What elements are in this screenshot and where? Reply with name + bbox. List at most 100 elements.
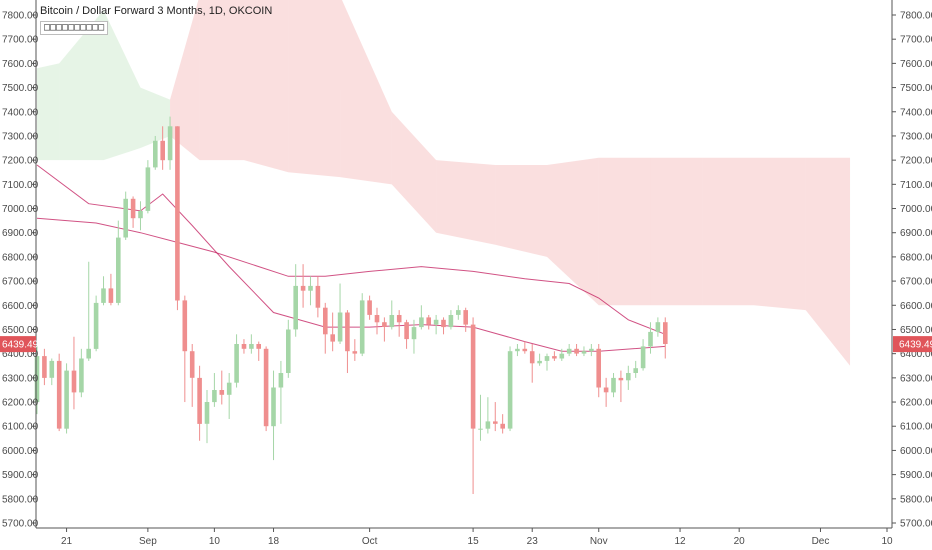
candle [581, 346, 587, 357]
cloud-segment [37, 63, 60, 161]
candle-body [633, 368, 638, 373]
x-tick-label: 15 [468, 536, 480, 547]
y-tick-label-right: 6400.00 [900, 349, 932, 360]
candle [633, 360, 638, 378]
candle [626, 365, 631, 390]
candle [603, 377, 609, 407]
y-tick-label-left: 5700.00 [2, 519, 39, 530]
candle [56, 353, 62, 432]
candle-body [212, 390, 217, 403]
y-tick-label-left: 5900.00 [2, 470, 39, 481]
cloud-segment [495, 164, 547, 257]
y-tick-label-left: 7400.00 [2, 107, 39, 118]
candle [419, 305, 424, 330]
cloud-segment [753, 157, 806, 311]
indicator-label[interactable]: □□□□□□□□□□ [40, 21, 109, 35]
y-tick-label-left: 6800.00 [2, 252, 39, 263]
candle-body [463, 310, 468, 325]
candle-body [300, 285, 306, 291]
candle [552, 351, 557, 361]
candle [323, 302, 328, 354]
y-tick-label-right: 7800.00 [900, 11, 932, 22]
cloud-segment [436, 160, 496, 245]
candle [463, 307, 468, 332]
candle [175, 126, 180, 311]
candle-body [655, 322, 661, 332]
cloud-segment [103, 10, 141, 161]
candle-body [529, 351, 535, 364]
candle-body [241, 344, 247, 349]
y-tick-label-left: 6700.00 [2, 277, 39, 288]
candle [108, 273, 114, 306]
candle [611, 373, 616, 398]
candle-body [286, 329, 291, 373]
candle [640, 339, 646, 371]
candle-body [330, 334, 335, 342]
candle-body [500, 423, 505, 429]
candle-body [234, 344, 239, 383]
y-tick-label-right: 6500.00 [900, 325, 932, 336]
y-tick-label-right: 6200.00 [900, 398, 932, 409]
y-tick-label-right: 6700.00 [900, 277, 932, 288]
candle-body [167, 126, 173, 161]
candle [470, 317, 476, 494]
candle-body [204, 402, 210, 424]
candle-body [389, 315, 395, 328]
candle [71, 336, 77, 410]
y-tick-label-left: 7200.00 [2, 156, 39, 167]
y-tick-label-right: 5900.00 [900, 470, 932, 481]
cloud-segment [805, 157, 851, 366]
candle-body [419, 317, 424, 328]
candle-body [323, 307, 328, 335]
candle-body [34, 356, 40, 403]
candle-body [108, 288, 114, 303]
x-tick-label: 18 [268, 536, 280, 547]
candle-body [71, 370, 77, 393]
candle-body [123, 198, 128, 238]
candle-body [337, 312, 343, 342]
candle [101, 276, 106, 306]
candle-body [470, 324, 476, 429]
candle [456, 305, 461, 320]
candle [382, 317, 387, 342]
candle-body [485, 421, 491, 429]
candle [212, 373, 217, 407]
cloud-segment [598, 157, 651, 306]
candle [648, 322, 653, 354]
candle-body [374, 315, 380, 323]
y-tick-label-right: 7000.00 [900, 204, 932, 215]
candle [86, 261, 91, 361]
x-tick-label: 20 [734, 536, 746, 547]
cloud-segment [702, 157, 754, 306]
cloud-segment [650, 157, 703, 306]
candle-body [574, 348, 579, 354]
y-tick-label-right: 6800.00 [900, 252, 932, 263]
candle [448, 310, 454, 330]
candle-body [603, 387, 609, 393]
candle-body [42, 356, 47, 378]
candle-body [426, 317, 431, 325]
candle-body [441, 319, 446, 328]
candle-body [293, 285, 298, 330]
candle [493, 402, 498, 432]
candle [256, 341, 261, 361]
y-tick-label-right: 6000.00 [900, 446, 932, 457]
price-badge-right-bg [893, 336, 932, 353]
candle-body [626, 373, 631, 381]
cloud-segment [288, 0, 341, 178]
candle [574, 343, 579, 357]
candle-body [404, 322, 409, 340]
y-tick-label-right: 7100.00 [900, 180, 932, 191]
candle [374, 307, 380, 335]
cloud-layer [37, 0, 851, 366]
candle [167, 116, 173, 170]
x-tick-label: 23 [527, 536, 539, 547]
candle-body [93, 302, 99, 349]
candle [241, 339, 247, 354]
candle-body [116, 237, 121, 303]
y-tick-label-right: 7600.00 [900, 59, 932, 70]
x-tick-label: Nov [590, 536, 608, 547]
y-tick-label-right: 5800.00 [900, 494, 932, 505]
y-tick-label-left: 7000.00 [2, 204, 39, 215]
